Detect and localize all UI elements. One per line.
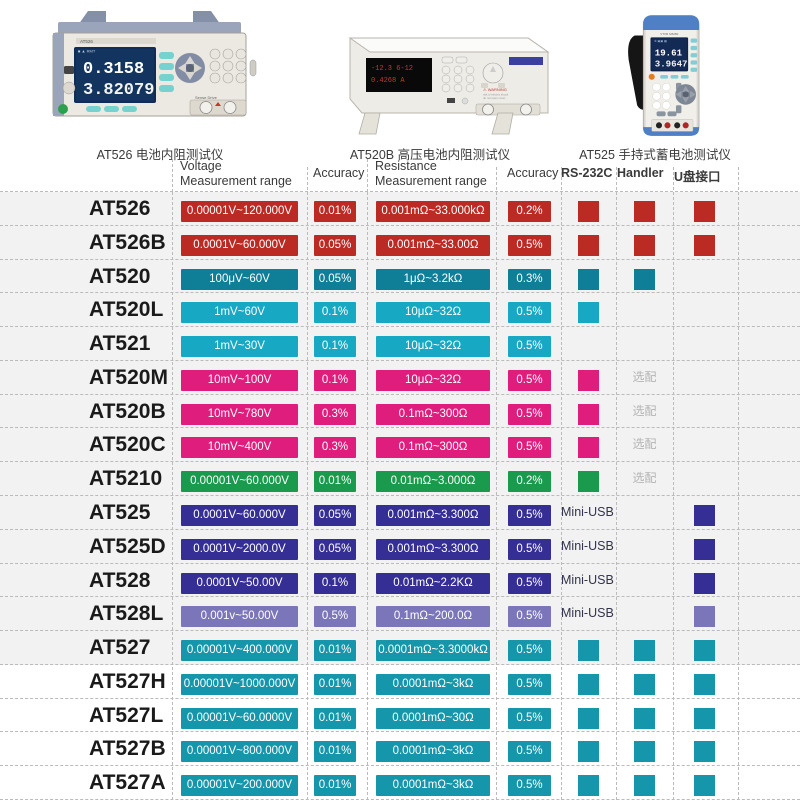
svg-text:3.82079: 3.82079 (83, 81, 154, 100)
svg-text:■ ▲ RMT: ■ ▲ RMT (78, 49, 96, 54)
svg-text:3.9647: 3.9647 (655, 58, 688, 69)
svg-text:⚠ WARNING: ⚠ WARNING (483, 87, 507, 92)
svg-text:-12.3 6-12: -12.3 6-12 (371, 65, 413, 73)
svg-text:Sense Drive: Sense Drive (195, 95, 218, 100)
svg-text:0.4268 A: 0.4268 A (371, 77, 405, 85)
svg-text:AT526: AT526 (80, 39, 93, 44)
svg-text:do not open cover: do not open cover (483, 96, 505, 100)
svg-text:19.61: 19.61 (655, 48, 683, 59)
svg-text:0.3158: 0.3158 (83, 60, 144, 79)
svg-text:VTVR M3280: VTVR M3280 (660, 32, 678, 36)
svg-text:✼ ▣▣ ▦: ✼ ▣▣ ▦ (654, 39, 667, 43)
